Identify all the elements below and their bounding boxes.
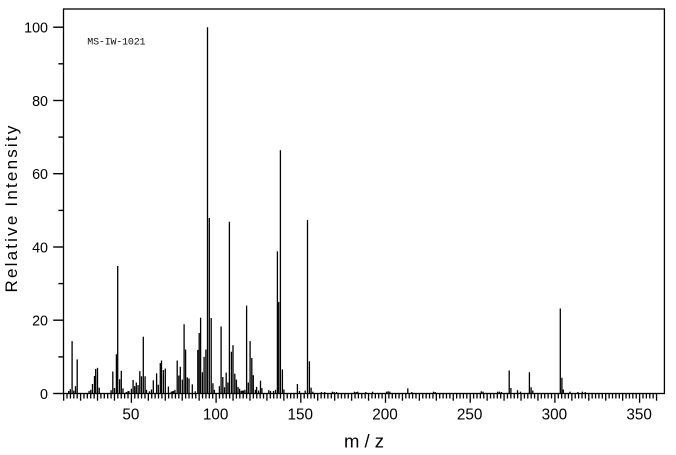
svg-text:250: 250: [457, 407, 483, 424]
svg-text:MS-IW-1021: MS-IW-1021: [87, 37, 145, 48]
svg-text:40: 40: [32, 241, 48, 257]
svg-text:80: 80: [32, 94, 48, 110]
svg-text:150: 150: [288, 407, 314, 424]
svg-text:60: 60: [32, 167, 48, 183]
svg-text:100: 100: [24, 21, 48, 37]
svg-text:200: 200: [372, 407, 398, 424]
svg-text:Relative Intensity: Relative Intensity: [2, 123, 21, 292]
svg-text:100: 100: [203, 407, 229, 424]
svg-text:0: 0: [40, 387, 48, 403]
svg-text:m / z: m / z: [344, 431, 384, 452]
svg-text:50: 50: [122, 407, 139, 424]
svg-text:350: 350: [626, 407, 652, 424]
svg-text:20: 20: [32, 314, 48, 330]
svg-text:300: 300: [542, 407, 568, 424]
